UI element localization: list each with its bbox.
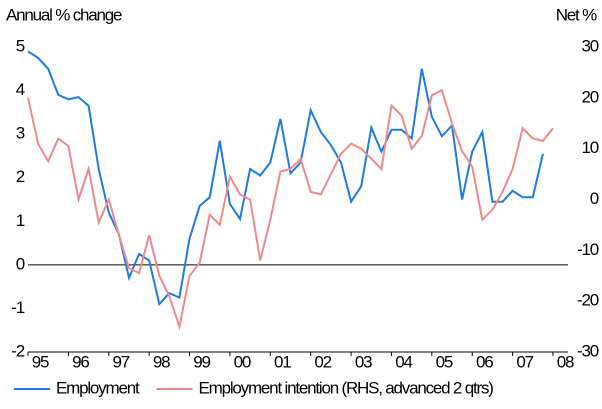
- y2-tick-label: -10: [577, 240, 599, 259]
- series-line: [27, 50, 544, 307]
- y2-tick-label: 30: [581, 36, 598, 55]
- x-tick-label: 03: [355, 352, 372, 371]
- y2-tick-label: -30: [577, 341, 599, 360]
- x-tick-label: 06: [476, 352, 493, 371]
- series-line: [27, 88, 554, 331]
- x-tick-label: 07: [516, 352, 533, 371]
- y-tick-label: 0: [16, 254, 25, 273]
- y-tick-label: 3: [16, 124, 25, 143]
- y-tick-label: 4: [16, 80, 25, 99]
- y-tick-label: -2: [11, 341, 24, 360]
- x-tick-label: 97: [113, 352, 130, 371]
- y2-tick-label: 20: [581, 87, 598, 106]
- legend-label: Employment intention (RHS, advanced 2 qt…: [198, 378, 493, 397]
- x-tick-label: 04: [395, 352, 412, 371]
- y-tick-label: -1: [11, 298, 24, 317]
- x-tick-label: 99: [193, 352, 210, 371]
- y2-tick-label: 10: [581, 138, 598, 157]
- y-tick-label: 5: [16, 36, 25, 55]
- x-tick-label: 00: [234, 352, 251, 371]
- y-tick-label: 2: [16, 167, 25, 186]
- x-tick-label: 05: [436, 352, 453, 371]
- y-tick-label: 1: [16, 211, 25, 230]
- x-tick-label: 95: [32, 352, 49, 371]
- x-tick-label: 96: [72, 352, 89, 371]
- x-tick-label: 08: [557, 352, 574, 371]
- y2-tick-label: -20: [577, 291, 599, 310]
- y-axis-label: Annual % change: [6, 5, 122, 24]
- legend-label: Employment: [56, 378, 140, 397]
- x-tick-label: 98: [153, 352, 170, 371]
- x-tick-label: 01: [274, 352, 291, 371]
- x-tick-label: 02: [314, 352, 331, 371]
- y2-tick-label: 0: [590, 189, 599, 208]
- y2-axis-label: Net %: [556, 5, 597, 24]
